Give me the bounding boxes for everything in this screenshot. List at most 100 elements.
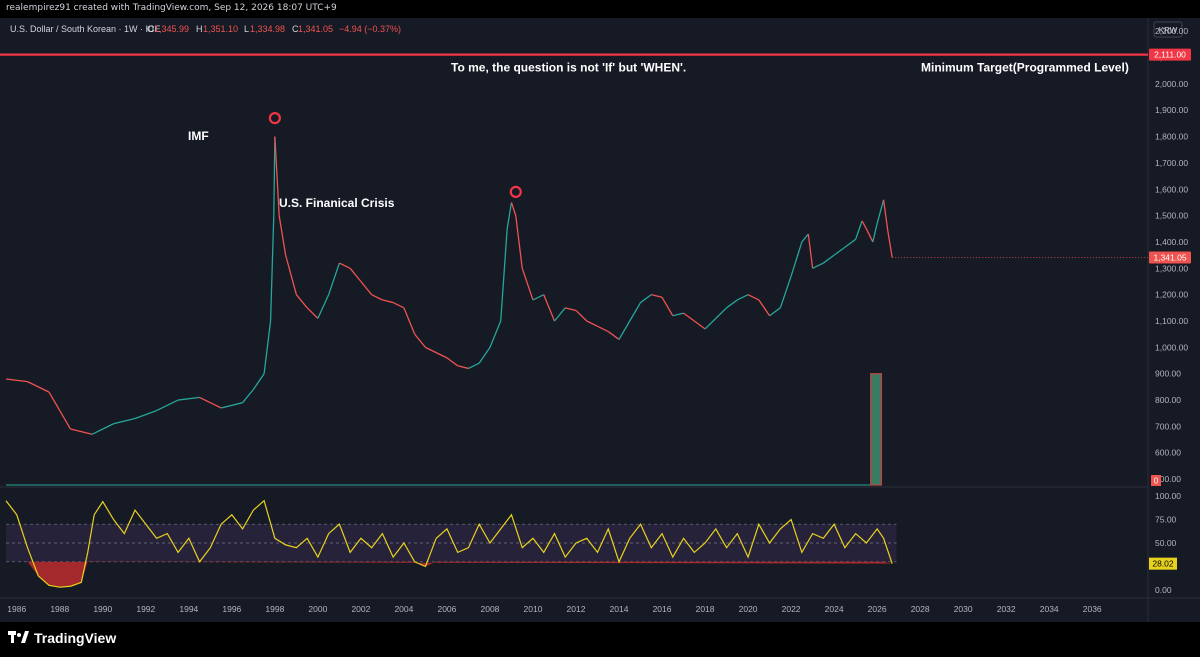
price-segment	[27, 381, 50, 393]
price-segment	[607, 331, 620, 340]
price-segment	[661, 296, 674, 317]
legend-change: −4.94 (−0.37%)	[339, 24, 401, 34]
time-tick-label: 1988	[50, 604, 69, 614]
price-segment	[640, 294, 652, 304]
price-segment	[349, 267, 362, 282]
price-segment	[435, 352, 448, 359]
footer: TradingView	[0, 622, 1200, 657]
legend-l-label: L	[244, 24, 249, 34]
price-tick-label: 1,000.00	[1155, 342, 1188, 352]
price-segment	[521, 268, 534, 301]
price-segment	[543, 294, 556, 322]
time-tick-label: 1986	[7, 604, 26, 614]
price-segment	[872, 223, 878, 243]
volume-value-badge	[1151, 475, 1161, 486]
price-segment	[328, 262, 341, 295]
price-segment	[833, 246, 846, 256]
price-segment	[134, 409, 157, 420]
price-segment	[70, 428, 93, 435]
price-segment	[446, 357, 459, 367]
time-tick-label: 2014	[610, 604, 629, 614]
rsi-tick-label: 0.00	[1155, 585, 1172, 595]
target-label: 2,111.00	[1154, 50, 1186, 60]
currency-badge[interactable]: KRW	[1159, 26, 1178, 35]
rsi-tick-label: 100.00	[1155, 491, 1181, 501]
tradingview-logo-icon	[8, 631, 29, 643]
rsi-line	[5, 499, 893, 588]
price-segment	[360, 281, 373, 296]
price-segment	[269, 215, 275, 322]
price-segment	[317, 294, 330, 319]
rsi-last-label: 28.02	[1152, 559, 1174, 569]
annotation-question: To me, the question is not 'If' but 'WHE…	[451, 61, 686, 75]
time-tick-label: 2022	[782, 604, 801, 614]
price-segment	[425, 346, 437, 354]
time-tick-label: 1992	[136, 604, 155, 614]
time-tick-label: 1996	[222, 604, 241, 614]
rsi-oversold-fill	[27, 561, 893, 588]
price-tick-label: 2,200.00	[1155, 26, 1188, 36]
volume-value-label: 0	[1154, 477, 1159, 486]
price-segment	[629, 302, 642, 322]
time-tick-label: 2008	[481, 604, 500, 614]
price-tick-label: 1,500.00	[1155, 211, 1188, 221]
price-segment	[295, 294, 308, 309]
price-segment	[597, 325, 609, 333]
price-segment	[779, 276, 792, 309]
price-tick-label: 800.00	[1155, 395, 1181, 405]
price-segment	[672, 312, 684, 317]
price-segment	[156, 399, 179, 412]
price-tick-label: 900.00	[1155, 369, 1181, 379]
time-tick-label: 1990	[93, 604, 112, 614]
last-price-badge	[1149, 251, 1191, 264]
price-segment	[510, 202, 517, 216]
price-segment	[500, 228, 508, 322]
price-segment	[747, 294, 760, 301]
target-badge	[1149, 48, 1191, 61]
price-segment	[392, 301, 405, 309]
time-tick-label: 2004	[394, 604, 413, 614]
legend-h-label: H	[196, 24, 203, 34]
price-segment	[382, 299, 394, 304]
annotation-imf: IMF	[188, 129, 209, 143]
tradingview-brand: TradingView	[34, 630, 117, 646]
legend-o-value: 1,345.99	[154, 24, 189, 34]
price-tick-label: 500.00	[1155, 474, 1181, 484]
time-tick-label: 1998	[265, 604, 284, 614]
price-segment	[575, 310, 588, 322]
time-tick-label: 1994	[179, 604, 198, 614]
price-segment	[339, 262, 351, 269]
price-segment	[683, 312, 695, 322]
price-segment	[865, 228, 874, 243]
price-tick-label: 1,700.00	[1155, 158, 1188, 168]
price-segment	[263, 320, 272, 374]
price-tick-label: 1,600.00	[1155, 184, 1188, 194]
chart-area[interactable]: U.S. Dollar / South Korean · 1W · ICE O …	[0, 18, 1200, 622]
price-segment	[273, 136, 276, 216]
price-segment	[618, 320, 631, 340]
legend-symbol: U.S. Dollar / South Korean · 1W · ICE	[10, 24, 161, 34]
currency-badge-box[interactable]	[1153, 21, 1183, 38]
time-tick-label: 2012	[567, 604, 586, 614]
chart-svg[interactable]: U.S. Dollar / South Korean · 1W · ICE O …	[0, 18, 1200, 622]
tradingview-logo[interactable]: TradingView	[8, 630, 116, 646]
price-segment	[651, 294, 663, 298]
legend-c-label: C	[292, 24, 299, 34]
price-segment	[586, 320, 598, 327]
annotation-minimum-target: Minimum Target(Programmed Level)	[921, 61, 1129, 75]
price-segment	[371, 294, 383, 301]
time-tick-label: 2028	[911, 604, 930, 614]
price-segment	[91, 423, 114, 435]
price-tick-label: 1,100.00	[1155, 316, 1188, 326]
price-segment	[553, 307, 566, 322]
volume-bar	[870, 373, 883, 486]
price-segment	[113, 417, 136, 425]
price-segment	[769, 307, 781, 317]
price-segment	[252, 373, 265, 390]
price-segment	[5, 378, 28, 383]
price-segment	[306, 307, 319, 319]
price-segment	[515, 215, 523, 269]
time-tick-label: 2036	[1083, 604, 1102, 614]
top-bar: realempirez91 created with TradingView.c…	[0, 0, 1200, 18]
legend-l-value: 1,334.98	[250, 24, 285, 34]
